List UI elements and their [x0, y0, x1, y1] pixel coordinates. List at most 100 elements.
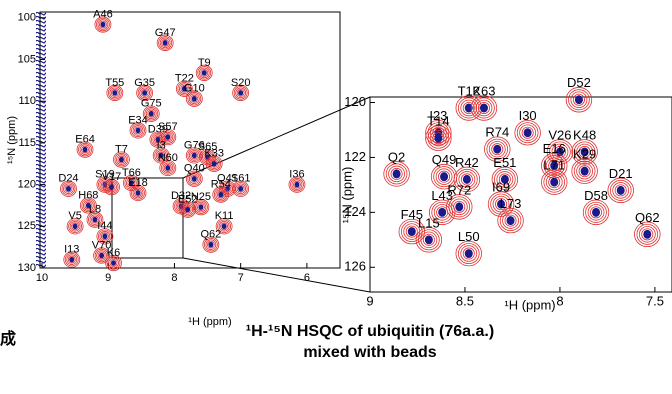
peak	[294, 181, 300, 188]
contour	[208, 158, 220, 170]
peak	[135, 127, 141, 134]
contour	[158, 36, 173, 50]
peak	[211, 160, 217, 167]
peak-label: D24	[58, 173, 78, 185]
peak-label: T7	[115, 144, 128, 156]
peak-label: V17	[102, 171, 122, 183]
peak-label: D58	[584, 188, 608, 203]
contour	[497, 207, 524, 234]
contour	[142, 105, 160, 122]
contour	[197, 66, 212, 80]
peak	[580, 166, 589, 176]
contour	[182, 204, 194, 215]
contour	[106, 84, 124, 101]
peak-label: L73	[500, 196, 522, 211]
contour	[428, 199, 456, 226]
contour	[438, 170, 451, 183]
contour	[97, 251, 106, 260]
y-tick-label: 125	[18, 220, 36, 232]
x-axis-label: ¹H (ppm)	[504, 297, 555, 312]
peak-label: H68	[78, 189, 98, 201]
peak	[165, 165, 171, 171]
contour	[548, 159, 561, 172]
peak	[462, 174, 471, 184]
contour	[548, 176, 561, 189]
contour	[132, 187, 144, 199]
contour	[175, 80, 193, 97]
peak	[464, 249, 473, 259]
contour	[163, 133, 172, 141]
chart: 9 8.5 8 7.5 120 122 124 126 ¹H (ppm) ¹⁵N (ppm) T12…	[339, 75, 672, 312]
y-axis-label: ¹⁵N (ppm)	[339, 167, 354, 224]
contour	[545, 157, 563, 174]
peak-label: R42	[455, 155, 479, 170]
contour	[543, 155, 566, 177]
contour	[154, 148, 169, 163]
contour	[405, 225, 418, 238]
contour	[139, 87, 151, 99]
contour	[96, 17, 110, 32]
peak-label: T55	[105, 77, 124, 89]
peak	[112, 90, 118, 96]
contour	[88, 212, 102, 227]
peak-label: R54	[211, 179, 231, 191]
contour	[190, 174, 199, 183]
contour	[99, 179, 111, 190]
contour	[137, 86, 152, 100]
contour	[420, 231, 438, 249]
contour	[383, 161, 410, 187]
peak-label: V26	[548, 127, 571, 142]
contour	[541, 169, 568, 195]
peak	[392, 169, 401, 179]
contour	[160, 161, 175, 175]
peak-label: I30	[519, 108, 537, 123]
contour	[205, 239, 217, 250]
y-axis-label: ¹⁵N (ppm)	[6, 116, 18, 164]
contour	[490, 193, 512, 215]
x-tick-label: 9	[105, 272, 111, 284]
x-tick-label: 8.5	[456, 293, 474, 308]
contour	[107, 86, 122, 100]
contour	[106, 181, 117, 193]
contour	[418, 229, 440, 251]
peak	[218, 191, 224, 198]
peak	[191, 95, 197, 102]
contour	[488, 140, 506, 158]
contour	[385, 163, 408, 185]
contour	[496, 171, 514, 188]
peak	[148, 110, 154, 117]
contour	[290, 177, 304, 192]
peak-label: Q41	[217, 173, 238, 185]
contour	[293, 180, 301, 189]
y-tick-label: 120	[344, 94, 366, 109]
contour	[491, 143, 504, 156]
contour	[236, 88, 245, 97]
contour	[155, 150, 167, 161]
peak-label: Q62	[200, 229, 221, 241]
contour	[180, 84, 189, 93]
peak-label: L71	[543, 158, 565, 173]
peak-label: G76	[184, 139, 205, 151]
contour	[453, 200, 466, 213]
contour	[160, 130, 175, 144]
peak	[497, 199, 506, 209]
contour	[178, 83, 190, 95]
contour	[607, 177, 634, 204]
contour	[203, 237, 218, 252]
contour	[185, 170, 203, 187]
peak	[185, 206, 191, 213]
contour	[590, 206, 603, 219]
contour	[177, 82, 192, 96]
contour	[136, 84, 154, 101]
contour	[190, 151, 199, 160]
contour	[521, 126, 534, 139]
contour	[390, 167, 403, 180]
peak-label: R74	[485, 125, 509, 140]
contour	[460, 245, 478, 262]
peak	[238, 90, 244, 96]
peak-label: Q62	[635, 210, 660, 225]
contour	[609, 179, 632, 201]
peak	[500, 174, 509, 184]
contour	[198, 67, 210, 79]
contour	[573, 160, 596, 182]
